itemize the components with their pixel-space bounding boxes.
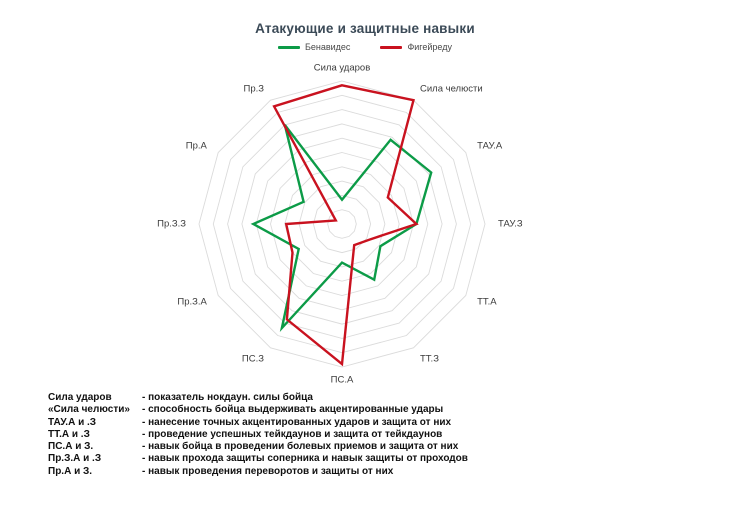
glossary-row: Сила ударов - показатель нокдаун. силы бо… bbox=[48, 392, 468, 404]
axis-label: Пр.З bbox=[244, 83, 265, 94]
glossary-row: Пр.А и З. - навык проведения переворотов … bbox=[48, 466, 468, 478]
glossary-desc: - навык прохода защиты соперника и навык… bbox=[142, 453, 468, 465]
radar-chart: Сила ударов Сила челюсти ТАУ.А ТАУ.З ТТ.А ТТ.… bbox=[157, 63, 523, 386]
axis-label: ПС.З bbox=[242, 354, 264, 365]
legend-swatch-green bbox=[277, 45, 300, 49]
legend-swatch-red bbox=[380, 45, 403, 49]
axis-label: ПС.А bbox=[331, 375, 354, 386]
glossary-desc: - навык бойца в проведении болевых прием… bbox=[142, 441, 459, 453]
grid-ring bbox=[284, 166, 400, 282]
grid-ring bbox=[241, 123, 443, 325]
glossary-row: Пр.З.А и .З - навык прохода защиты соперн… bbox=[48, 453, 468, 465]
axis-label: ТАУ.З bbox=[498, 219, 523, 230]
glossary-term: ПС.А и З. bbox=[48, 441, 94, 453]
glossary-desc: - способность бойца выдерживать акцентир… bbox=[142, 404, 444, 416]
axis-label: Пр.З.А bbox=[177, 297, 207, 308]
glossary-row: ТТ.А и .З - проведение успешных тейкдауно… bbox=[48, 429, 468, 441]
glossary-term: Пр.А и З. bbox=[48, 465, 93, 477]
glossary-row: ТАУ.А и .З - нанесение точных акцентирова… bbox=[48, 417, 468, 429]
grid-ring bbox=[298, 180, 386, 268]
series-Фигейреду bbox=[272, 84, 419, 367]
grid-ring bbox=[312, 194, 372, 254]
axis-label: ТАУ.А bbox=[477, 141, 503, 152]
glossary-desc: - показатель нокдаун. силы бойца bbox=[142, 392, 313, 403]
legend-item-figueiredo: Фигейреду bbox=[380, 42, 452, 52]
axis-label: ТТ.А bbox=[477, 297, 497, 308]
grid-ring bbox=[227, 109, 457, 339]
legend-item-benavides: Бенавидес bbox=[277, 42, 351, 52]
chart-legend: Бенавидес Фигейреду bbox=[0, 42, 730, 52]
glossary-desc: - проведение успешных тейкдаунов и защит… bbox=[142, 428, 443, 440]
grid-ring bbox=[327, 209, 357, 239]
axis-label: Пр.З.З bbox=[157, 219, 186, 230]
legend-label: Бенавидес bbox=[304, 42, 351, 52]
glossary: Сила ударов - показатель нокдаун. силы бо… bbox=[48, 392, 468, 478]
glossary-desc: - нанесение точных акцентированных ударо… bbox=[142, 416, 452, 428]
glossary-term: Сила ударов bbox=[48, 392, 112, 403]
grid-ring bbox=[255, 137, 429, 311]
axis-label: Пр.А bbox=[186, 141, 208, 152]
glossary-row: «Сила челюсти» - способность бойца выдерж… bbox=[48, 404, 468, 416]
glossary-desc: - навык проведения переворотов и защиты … bbox=[142, 465, 394, 477]
glossary-term: ТАУ.А и .З bbox=[48, 416, 97, 428]
grid-ring bbox=[270, 152, 414, 296]
chart-title: Атакующие и защитные навыки bbox=[255, 21, 475, 36]
glossary-row: ПС.А и З. - навык бойца в проведении боле… bbox=[48, 441, 468, 453]
axis-label: Сила ударов bbox=[314, 63, 371, 74]
glossary-term: Пр.З.А и .З bbox=[48, 453, 102, 465]
glossary-term: «Сила челюсти» bbox=[48, 404, 130, 416]
legend-label: Фигейреду bbox=[407, 42, 452, 52]
axis-label: Сила челюсти bbox=[420, 83, 483, 94]
axis-label: ТТ.З bbox=[420, 354, 439, 365]
series-Бенавидес bbox=[250, 124, 433, 333]
grid-ring bbox=[198, 80, 486, 368]
glossary-term: ТТ.А и .З bbox=[48, 428, 90, 440]
